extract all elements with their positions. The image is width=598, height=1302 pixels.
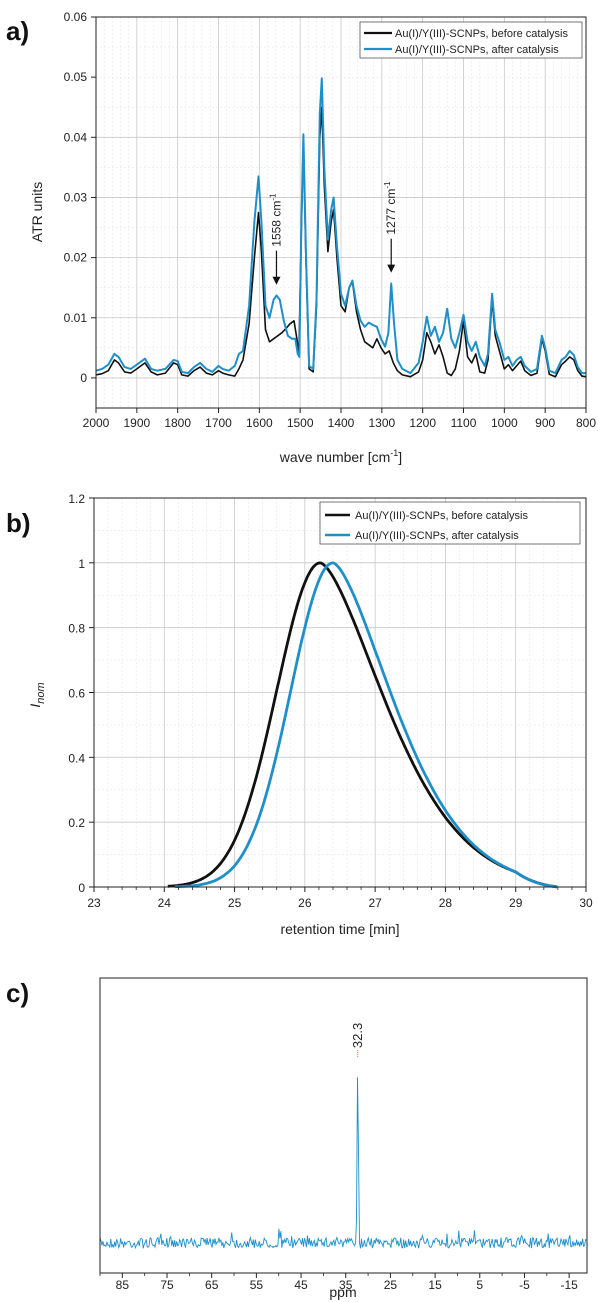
panel-b-x-tick-label: 28 [439, 896, 453, 910]
panel-a-y-axis-title: ATR units [29, 182, 45, 242]
panel-c-letter: c) [6, 978, 29, 1008]
panel-a-x-tick-label: 1400 [328, 416, 355, 430]
panel-a-x-tick-label: 800 [576, 416, 596, 430]
panel-a-legend-label-after: Au(I)/Y(III)-SCNPs, after catalysis [395, 44, 559, 56]
panel-b-series [167, 561, 558, 889]
panel-a-x-axis-title-suffix: ] [398, 449, 402, 465]
panel-b-x-tick-label: 29 [509, 896, 523, 910]
panel-c-annotations: 32.3 [350, 1023, 365, 1059]
panel-c-x-tick-label: 75 [160, 1278, 174, 1292]
panel-c-x-tick-label: -5 [519, 1278, 530, 1292]
panel-c-x-tick-label: 55 [250, 1278, 264, 1292]
panel-a-annotation-arrowhead [272, 276, 281, 285]
panel-c-x-tick-label: 15 [428, 1278, 442, 1292]
panel-b: b) 23 24 25 26 27 28 29 30 0 0.2 0.4 0.6 0.8 1 1.2 re… [6, 492, 593, 937]
panel-a-y-tick-label: 0.01 [64, 311, 88, 325]
panel-b-y-axis-title: Inom [27, 682, 47, 707]
panel-b-x-tick-label: 25 [228, 896, 242, 910]
panel-a-annotation-sup: -1 [383, 181, 392, 189]
panel-c-plot-frame [99, 977, 588, 1274]
panel-b-y-ticks: 0 0.2 0.4 0.6 0.8 1 1.2 [68, 492, 94, 895]
panel-a-annotation-text: 1558 cm [269, 201, 283, 247]
panel-b-y-axis-title-main: I [27, 704, 43, 708]
panel-a: a) 2000 1900 1800 1700 1600 1500 1400 1300 1200 1… [6, 10, 596, 465]
panel-a-annotation-label: 1277 cm-1 [383, 181, 398, 235]
panel-b-x-tick-label: 30 [579, 896, 593, 910]
panel-c-x-tick-label: 5 [476, 1278, 483, 1292]
panel-c-series [99, 1077, 587, 1250]
panel-b-y-tick-label: 1.2 [68, 492, 85, 506]
panel-a-x-tick-label: 1200 [409, 416, 436, 430]
panel-b-legend: Au(I)/Y(III)-SCNPs, before catalysis Au(… [319, 501, 581, 545]
panel-a-annotation-label: 1558 cm-1 [268, 193, 283, 247]
panel-a-x-tick-label: 1800 [164, 416, 191, 430]
panel-a-x-tick-label: 1600 [246, 416, 273, 430]
panel-a-y-tick-label: 0.02 [64, 251, 88, 265]
panel-a-y-tick-label: 0.04 [64, 130, 88, 144]
panel-b-legend-label-after: Au(I)/Y(III)-SCNPs, after catalysis [355, 530, 519, 542]
panel-b-x-tick-label: 27 [368, 896, 382, 910]
panel-a-x-tick-label: 900 [535, 416, 555, 430]
panel-a-y-tick-label: 0 [80, 371, 87, 385]
panel-c-x-tick-label: -15 [560, 1278, 578, 1292]
panel-a-legend-box [359, 21, 583, 59]
panel-c: c) 85 75 65 55 45 35 25 15 5 -5 -15 ppm 32.3 [6, 977, 588, 1300]
panel-a-x-tick-label: 2000 [83, 416, 110, 430]
panel-b-legend-box [319, 501, 581, 545]
panel-b-x-ticks: 23 24 25 26 27 28 29 30 [87, 887, 593, 910]
panel-c-series-spectrum [99, 1077, 587, 1250]
panel-a-annotation-sup: -1 [268, 193, 277, 201]
panel-c-x-tick-label: 25 [384, 1278, 398, 1292]
panel-b-grid [93, 497, 587, 888]
panel-a-legend: Au(I)/Y(III)-SCNPs, before catalysis Au(… [359, 21, 583, 59]
panel-c-x-tick-label: 45 [294, 1278, 308, 1292]
panel-a-x-tick-label: 1900 [123, 416, 150, 430]
panel-a-annotation-text: 1277 cm [384, 189, 398, 235]
panel-c-x-axis-title: ppm [329, 1284, 356, 1300]
panel-b-legend-label-before: Au(I)/Y(III)-SCNPs, before catalysis [355, 510, 528, 522]
panel-b-x-axis-title: retention time [min] [280, 921, 399, 937]
panel-c-x-tick-label: 85 [116, 1278, 130, 1292]
panel-b-letter: b) [6, 508, 31, 538]
panel-a-y-tick-label: 0.03 [64, 190, 88, 204]
panel-a-x-axis-title: wave number [cm-1] [279, 448, 402, 465]
panel-a-y-ticks: 0 0.01 0.02 0.03 0.04 0.05 0.06 [64, 10, 96, 385]
panel-b-y-tick-label: 0.8 [68, 622, 85, 636]
panel-a-x-tick-label: 1500 [287, 416, 314, 430]
panel-b-series-after [174, 561, 558, 889]
panel-a-x-tick-label: 1100 [451, 416, 477, 430]
panel-a-series [95, 77, 587, 378]
panel-a-grid [95, 16, 587, 408]
panel-a-series-after [95, 77, 586, 375]
panel-b-y-tick-label: 0 [78, 881, 85, 895]
panel-a-x-tick-label: 1700 [205, 416, 232, 430]
panel-a-annotations: 1558 cm-1 1277 cm-1 [268, 181, 398, 285]
panel-a-y-tick-label: 0.06 [64, 10, 88, 24]
panel-a-annotation-arrowhead [387, 264, 396, 273]
panel-b-y-tick-label: 1 [78, 557, 85, 571]
panel-b-y-tick-label: 0.2 [68, 816, 85, 830]
panel-b-x-tick-label: 23 [87, 896, 101, 910]
panel-c-x-tick-label: 35 [339, 1278, 353, 1292]
panel-c-annotation-label: 32.3 [350, 1023, 365, 1048]
panel-a-x-ticks: 2000 1900 1800 1700 1600 1500 1400 1300 1200 1100… [83, 408, 596, 430]
panel-a-letter: a) [6, 16, 29, 46]
panel-b-x-tick-label: 26 [298, 896, 312, 910]
panel-b-y-tick-label: 0.6 [68, 687, 85, 701]
panel-b-x-tick-label: 24 [158, 896, 172, 910]
panel-a-y-tick-label: 0.05 [64, 70, 88, 84]
panel-a-x-axis-title-main: wave number [cm [279, 449, 390, 465]
panel-a-x-tick-label: 1300 [368, 416, 395, 430]
panel-c-x-tick-label: 65 [205, 1278, 219, 1292]
panel-b-y-axis-title-sub: nom [35, 682, 47, 703]
panel-a-x-tick-label: 1000 [491, 416, 518, 430]
panel-a-legend-label-before: Au(I)/Y(III)-SCNPs, before catalysis [395, 28, 568, 40]
panel-c-x-ticks: 85 75 65 55 45 35 25 15 5 -5 -15 [99, 1273, 578, 1292]
panel-b-y-tick-label: 0.4 [68, 751, 85, 765]
panel-a-x-axis-title-sup: -1 [390, 448, 398, 458]
